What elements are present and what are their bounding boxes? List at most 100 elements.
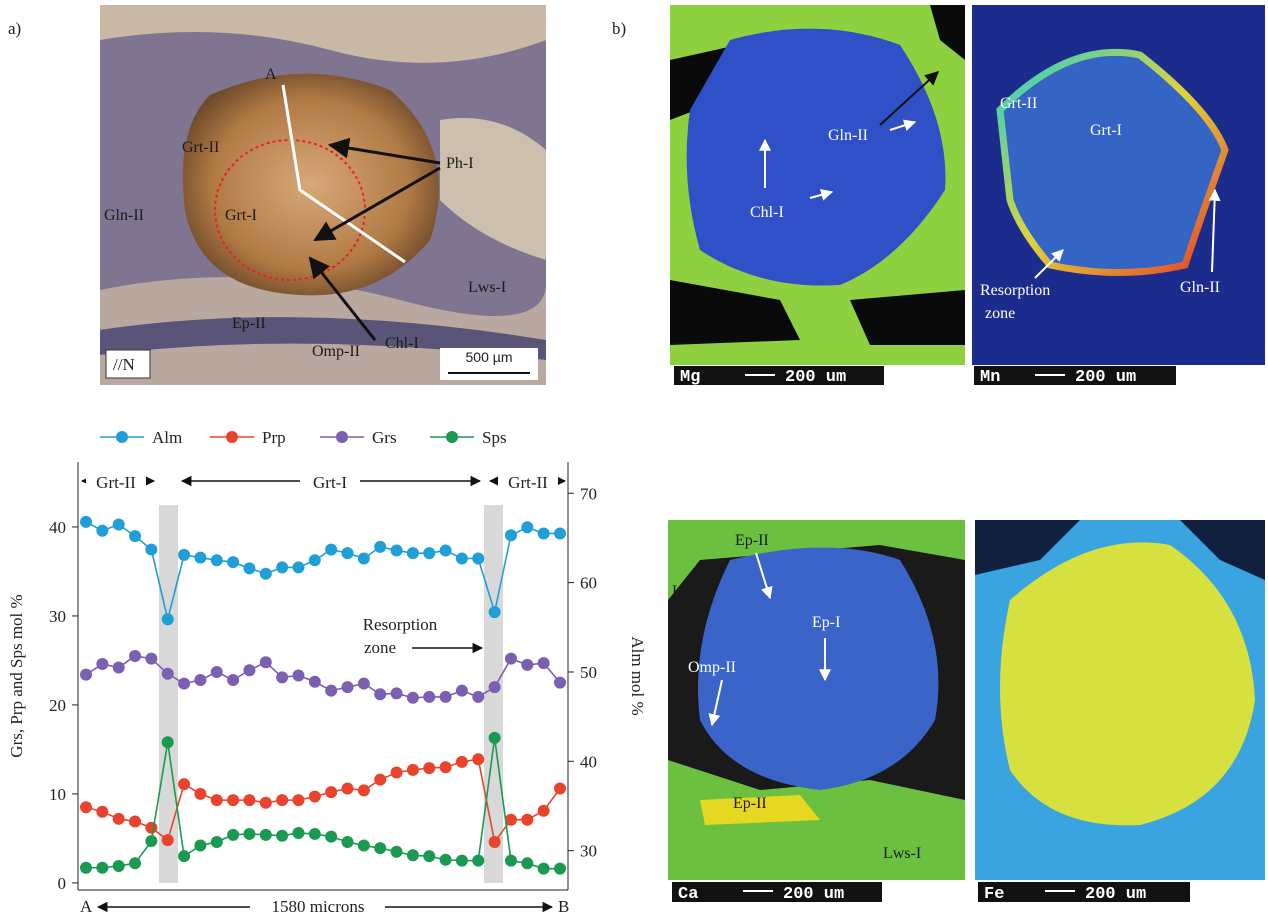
- data-point: [554, 863, 566, 875]
- data-point: [243, 794, 255, 806]
- data-point: [423, 691, 435, 703]
- data-point: [227, 556, 239, 568]
- data-point: [309, 828, 321, 840]
- data-point: [227, 674, 239, 686]
- data-point: [145, 544, 157, 556]
- data-point: [194, 788, 206, 800]
- data-point: [211, 554, 223, 566]
- y-tick-label: 0: [58, 874, 67, 893]
- map-label-box: [978, 882, 1190, 902]
- data-point: [391, 846, 403, 858]
- y-axis-label: Grs, Prp and Sps mol %: [7, 594, 26, 757]
- annotation: Ph-I: [446, 155, 474, 172]
- data-point: [113, 860, 125, 872]
- data-point: [489, 836, 501, 848]
- data-point: [554, 783, 566, 795]
- data-point: [374, 541, 386, 553]
- data-point: [96, 806, 108, 818]
- distance-label: 1580 microns: [271, 897, 364, 916]
- data-point: [472, 753, 484, 765]
- data-point: [489, 606, 501, 618]
- data-point: [145, 653, 157, 665]
- data-point: [276, 671, 288, 683]
- map-scale: 200 um: [785, 368, 846, 387]
- data-point: [538, 527, 550, 539]
- data-point: [194, 674, 206, 686]
- y2-tick-label: 30: [580, 842, 597, 861]
- annotation: Omp-II: [688, 659, 736, 676]
- data-point: [80, 862, 92, 874]
- data-point: [374, 688, 386, 700]
- data-point: [440, 544, 452, 556]
- data-point: [96, 862, 108, 874]
- data-point: [407, 764, 419, 776]
- y-tick-label: 30: [49, 607, 66, 626]
- data-point: [309, 676, 321, 688]
- panel-label: a): [8, 19, 21, 38]
- data-point: [325, 685, 337, 697]
- legend-marker: [336, 431, 348, 443]
- data-point: [211, 794, 223, 806]
- data-point: [162, 613, 174, 625]
- legend-marker: [226, 431, 238, 443]
- data-point: [358, 840, 370, 852]
- profile-end: B: [558, 897, 569, 916]
- annotation: Gln-II: [1180, 279, 1220, 296]
- map-scale: 200 um: [1075, 368, 1136, 387]
- data-point: [489, 732, 501, 744]
- chart: Grs, Prp and Sps mol % Alm mol % Grt-II …: [7, 428, 647, 916]
- legend-label: Sps: [482, 428, 507, 447]
- data-point: [145, 822, 157, 834]
- data-point: [276, 794, 288, 806]
- data-point: [423, 547, 435, 559]
- data-point: [472, 855, 484, 867]
- data-point: [456, 685, 468, 697]
- annotation: Chl-I: [385, 335, 419, 352]
- data-point: [162, 668, 174, 680]
- data-point: [162, 736, 174, 748]
- legend-marker: [446, 431, 458, 443]
- data-point: [129, 857, 141, 869]
- data-point: [342, 783, 354, 795]
- data-point: [391, 767, 403, 779]
- data-point: [472, 691, 484, 703]
- zone-label: Grt-II: [96, 473, 136, 492]
- data-point: [521, 814, 533, 826]
- legend-label: Grs: [372, 428, 397, 447]
- y-tick-label: 40: [49, 518, 66, 537]
- data-point: [260, 656, 272, 668]
- data-point: [342, 547, 354, 559]
- annotation: Grt-II: [1000, 95, 1037, 112]
- data-point: [440, 854, 452, 866]
- data-point: [440, 761, 452, 773]
- annotation: Grt-I: [1090, 122, 1122, 139]
- data-point: [407, 547, 419, 559]
- polarizer-label: //N: [113, 355, 135, 374]
- data-point: [276, 830, 288, 842]
- data-point: [96, 658, 108, 670]
- data-point: [440, 691, 452, 703]
- annotation: Omp-II: [312, 343, 360, 360]
- data-point: [113, 813, 125, 825]
- data-point: [538, 863, 550, 875]
- data-point: [325, 831, 337, 843]
- annotation: Chl-I: [750, 204, 784, 221]
- data-point: [178, 549, 190, 561]
- data-point: [489, 681, 501, 693]
- y2-axis-label: Alm mol %: [628, 636, 647, 715]
- data-point: [456, 553, 468, 565]
- map-element: Fe: [984, 885, 1004, 904]
- data-point: [325, 786, 337, 798]
- annotation: Lws-I: [883, 845, 921, 862]
- data-point: [96, 525, 108, 537]
- data-point: [538, 805, 550, 817]
- data-point: [260, 568, 272, 580]
- panel-label: b): [612, 19, 626, 38]
- annotation: Ep-II: [232, 315, 266, 332]
- data-point: [358, 553, 370, 565]
- data-point: [80, 516, 92, 528]
- data-point: [309, 791, 321, 803]
- resorption-band: [484, 505, 503, 883]
- data-point: [129, 650, 141, 662]
- y2-tick-label: 50: [580, 663, 597, 682]
